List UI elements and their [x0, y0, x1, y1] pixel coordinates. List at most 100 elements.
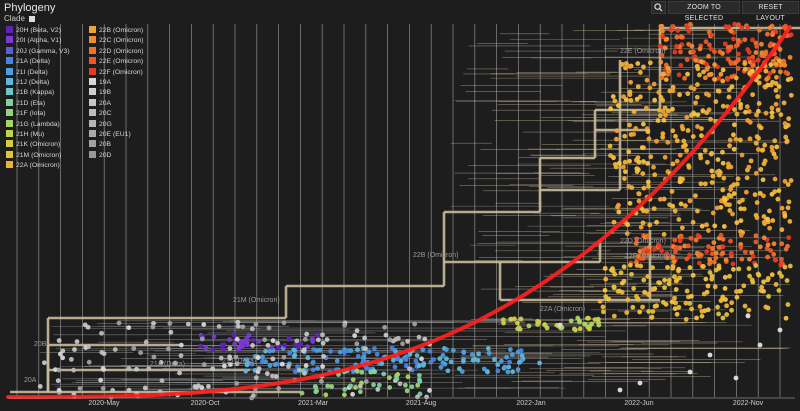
legend-swatch	[6, 98, 13, 106]
legend-item[interactable]: 22B (Omicron)	[89, 26, 144, 36]
tip-node	[701, 69, 706, 75]
tip-node	[627, 122, 632, 128]
tip-node	[394, 376, 400, 382]
tip-node	[660, 131, 666, 137]
tip-node	[325, 383, 331, 389]
tip-node	[262, 337, 268, 343]
legend-item[interactable]: 21F (Iota)	[6, 109, 70, 119]
tip-node	[733, 136, 739, 142]
tip-node	[321, 353, 326, 359]
legend-label: 19A	[99, 78, 112, 86]
tip-node	[743, 189, 749, 195]
tip-node	[627, 92, 633, 98]
tip-node	[662, 45, 668, 51]
tip-node	[416, 363, 422, 369]
legend-item[interactable]: 20C	[89, 109, 144, 119]
tip-node	[276, 386, 282, 391]
legend-item[interactable]: 20D	[89, 150, 144, 161]
tip-node	[329, 384, 335, 389]
tip-node	[753, 263, 759, 268]
legend-item[interactable]: 21D (Eta)	[6, 98, 70, 109]
tip-node	[281, 354, 287, 360]
legend-item[interactable]: 20B	[89, 140, 144, 150]
legend-item[interactable]: 21K (Omicron)	[6, 140, 70, 150]
tip-node	[773, 282, 779, 287]
legend-swatch	[6, 67, 13, 75]
legend-item[interactable]: 21I (Delta)	[6, 67, 70, 78]
legend-item[interactable]: 20A	[89, 98, 144, 109]
tip-node	[654, 219, 660, 225]
tip-node	[784, 138, 790, 144]
tip-node	[783, 246, 789, 252]
reset-layout-button[interactable]: RESET LAYOUT	[742, 1, 799, 22]
legend-swatch	[89, 109, 96, 117]
tip-node	[683, 317, 689, 322]
tip-node	[662, 154, 668, 160]
tip-node	[731, 191, 737, 196]
legend-item[interactable]: 20J (Gamma, V3)	[6, 46, 70, 57]
tip-node	[517, 326, 523, 332]
tip-node	[299, 390, 305, 396]
zoom-to-selected-button[interactable]: ZOOM TO SELECTED	[668, 1, 740, 22]
tip-node	[602, 265, 608, 271]
legend-item[interactable]: 22A (Omicron)	[6, 161, 70, 171]
tip-node	[646, 291, 651, 297]
legend-item[interactable]: 22F (Omicron)	[89, 67, 144, 78]
tip-node	[220, 347, 226, 352]
tip-node	[680, 144, 686, 149]
tip-node	[665, 139, 671, 145]
legend-item[interactable]: 22D (Omicron)	[89, 46, 144, 57]
tip-node	[397, 381, 403, 387]
tip-node	[444, 356, 449, 362]
tip-node	[323, 392, 329, 398]
tip-node	[420, 347, 426, 353]
tip-node	[251, 393, 256, 398]
legend-item[interactable]: 21H (Mu)	[6, 129, 70, 140]
legend-item[interactable]: 20G	[89, 119, 144, 130]
tip-node	[640, 220, 646, 226]
tip-node	[138, 350, 143, 356]
search-icon[interactable]	[651, 1, 666, 14]
legend-item[interactable]: 21J (Delta)	[6, 77, 70, 88]
legend-item[interactable]: 20I (Alpha, V1)	[6, 36, 70, 46]
tip-node	[651, 164, 656, 170]
legend-item[interactable]: 19B	[89, 88, 144, 98]
color-swatch[interactable]	[28, 15, 35, 22]
tip-node	[735, 176, 741, 182]
tip-node	[673, 278, 679, 284]
legend-label: 21F (Iota)	[16, 110, 46, 118]
legend-item[interactable]: 21M (Omicron)	[6, 150, 70, 161]
tip-node	[379, 361, 385, 366]
tip-node	[732, 107, 737, 112]
tip-node	[354, 341, 360, 347]
legend-item[interactable]: 19A	[89, 77, 144, 88]
tip-node	[699, 223, 705, 229]
legend-item[interactable]: 20E (EU1)	[89, 129, 144, 140]
legend-item[interactable]: 21B (Kappa)	[6, 88, 70, 98]
tip-node	[782, 178, 788, 184]
tip-node	[387, 385, 393, 390]
tip-node	[650, 309, 656, 314]
tip-node	[55, 378, 61, 384]
tip-node	[744, 104, 750, 110]
tip-node	[765, 82, 771, 88]
tip-node	[788, 76, 794, 82]
tip-node	[779, 241, 785, 247]
tip-node	[573, 327, 578, 333]
tip-node	[747, 136, 753, 142]
tip-node	[739, 256, 745, 262]
legend-item[interactable]: 22C (Omicron)	[89, 36, 144, 46]
legend-label: 20C	[99, 110, 112, 118]
tip-node	[360, 355, 366, 360]
legend-item[interactable]: 21G (Lambda)	[6, 119, 70, 130]
legend-item[interactable]: 20H (Beta, V2)	[6, 26, 70, 36]
tip-node	[706, 53, 711, 59]
tip-node	[646, 136, 652, 142]
tip-node	[167, 321, 173, 326]
legend-item[interactable]: 22E (Omicron)	[89, 57, 144, 67]
legend-label: 22E (Omicron)	[99, 58, 144, 66]
legend-item[interactable]: 21A (Delta)	[6, 57, 70, 67]
tip-node	[686, 41, 692, 47]
tip-node	[68, 356, 74, 362]
